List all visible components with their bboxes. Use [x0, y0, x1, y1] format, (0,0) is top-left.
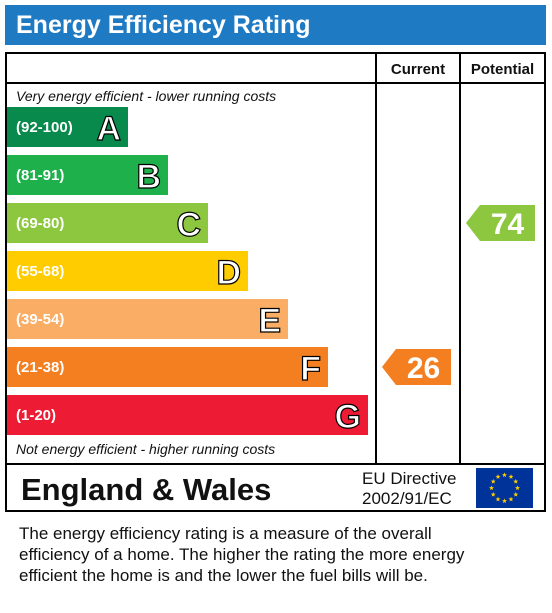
- description-line-3: efficient the home is and the lower the …: [19, 566, 428, 585]
- band-d: [7, 251, 248, 291]
- current-rating-arrow: [382, 349, 451, 385]
- band-b: [7, 155, 168, 195]
- current-column-header: Current: [390, 61, 446, 78]
- top-note: Very energy efficient - lower running co…: [16, 88, 277, 104]
- description-line-2: efficiency of a home. The higher the rat…: [19, 545, 465, 564]
- band-e: [7, 299, 288, 339]
- eu-flag-icon: [476, 468, 533, 508]
- band-letter-a: A: [96, 110, 121, 148]
- description-line-1: The energy efficiency rating is a measur…: [19, 524, 432, 543]
- eu-star-icon: [490, 478, 496, 484]
- potential-rating-arrow: [466, 205, 535, 241]
- bottom-note: Not energy efficient - higher running co…: [16, 441, 276, 457]
- band-a: [7, 107, 128, 147]
- directive-line-1: EU Directive: [362, 469, 457, 488]
- band-range-a: (92-100): [16, 119, 73, 136]
- eu-star-icon: [508, 496, 514, 502]
- band-letter-e: E: [258, 302, 281, 340]
- band-range-f: (21-38): [16, 359, 64, 376]
- potential-rating-value: 74: [491, 208, 525, 241]
- eu-star-icon: [513, 491, 519, 497]
- eu-star-icon: [513, 478, 519, 484]
- potential-column-header: Potential: [470, 61, 535, 78]
- band-range-g: (1-20): [16, 407, 56, 424]
- band-f: [7, 347, 328, 387]
- eu-star-icon: [502, 498, 507, 504]
- band-c: [7, 203, 208, 243]
- band-g: [7, 395, 368, 435]
- directive-line-2: 2002/91/EC: [362, 489, 452, 508]
- band-letter-f: F: [300, 350, 321, 388]
- chart-title: Energy Efficiency Rating: [5, 5, 546, 45]
- eu-star-icon: [502, 472, 507, 478]
- eu-star-icon: [508, 474, 514, 479]
- eu-star-icon: [495, 496, 501, 502]
- band-letter-b: B: [136, 158, 161, 196]
- band-range-b: (81-91): [16, 167, 64, 184]
- eu-star-icon: [490, 491, 496, 497]
- eu-star-icon: [515, 485, 520, 491]
- band-letter-g: G: [335, 398, 361, 436]
- band-letter-d: D: [216, 254, 241, 292]
- band-range-e: (39-54): [16, 311, 64, 328]
- band-range-d: (55-68): [16, 263, 64, 280]
- band-letter-c: C: [176, 206, 201, 244]
- region-label: England & Wales: [21, 472, 272, 507]
- current-rating-value: 26: [407, 352, 440, 385]
- eu-star-icon: [495, 474, 501, 479]
- band-range-c: (69-80): [16, 215, 64, 232]
- eu-star-icon: [489, 485, 494, 491]
